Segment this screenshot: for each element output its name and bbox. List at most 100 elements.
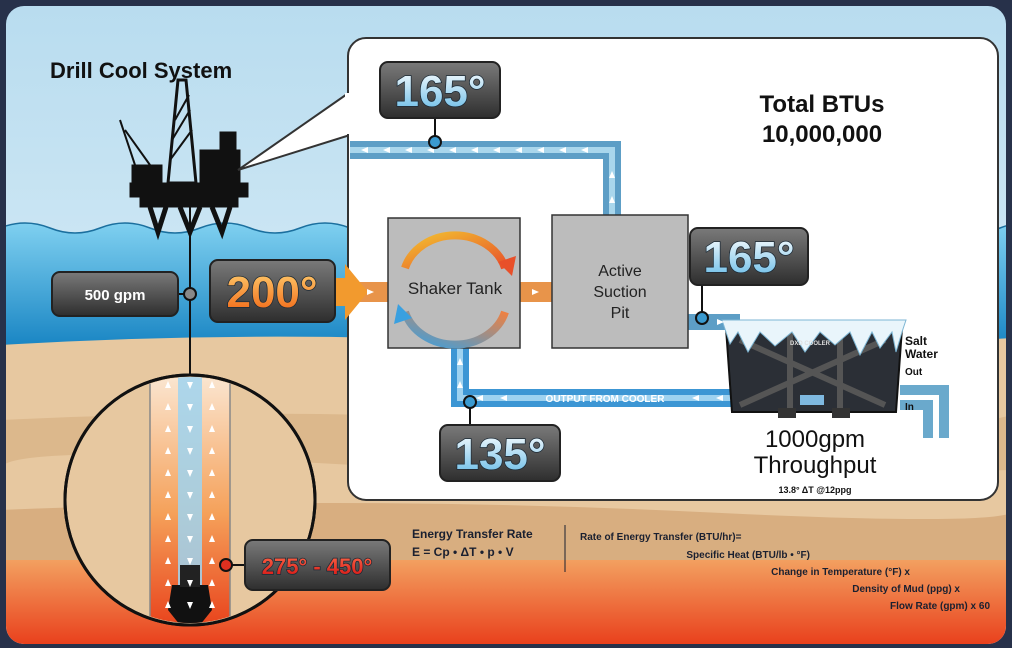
flow-arrow — [500, 395, 507, 401]
flow-arrow — [209, 425, 215, 432]
temperature-tags-part — [689, 227, 809, 286]
salt-water: Water — [905, 347, 938, 361]
flow-arrow — [537, 147, 544, 153]
labels: Drill Cool System Total BTUs 10,000,000 … — [50, 58, 938, 495]
platform-part — [169, 94, 193, 161]
cooler: DXD COOLER — [721, 319, 907, 418]
flow-arrow — [165, 491, 171, 498]
flow-arrow — [493, 147, 500, 153]
temp-inlet: 200° — [226, 268, 317, 317]
callout-panel-part — [237, 91, 351, 171]
connectors-part — [219, 558, 233, 572]
flow-arrow — [515, 147, 522, 153]
flow-arrow — [187, 602, 193, 609]
callout-panel-part — [345, 93, 353, 134]
flow-arrow — [187, 580, 193, 587]
flow-arrow — [209, 513, 215, 520]
pit-label: Suction — [593, 284, 646, 301]
flow-arrow — [209, 535, 215, 542]
shaker-tank-part — [394, 304, 412, 324]
shaker-tank: Shaker Tank — [387, 217, 521, 349]
temperature-tags-part — [439, 424, 561, 482]
title: Drill Cool System — [50, 58, 232, 83]
flow-arrow — [361, 147, 368, 153]
platform-part — [131, 164, 163, 184]
bore-bubble-part — [149, 377, 231, 623]
pipes-part — [900, 385, 949, 438]
formula-equation: E = Cp • ΔT • p • V — [412, 545, 514, 559]
flow-arrow — [449, 147, 456, 153]
active-suction-pit: Active Suction Pit — [551, 214, 689, 349]
flow-arrow — [165, 601, 171, 608]
flow-arrow — [187, 448, 193, 455]
flow-arrow — [427, 147, 434, 153]
cooler-part — [800, 395, 824, 405]
bore-bubble-part-part — [178, 377, 202, 590]
cooler-brand: DXD COOLER — [790, 341, 831, 347]
formula-definition: Specific Heat (BTU/lb • °F) — [686, 550, 810, 561]
flow-arrow — [165, 557, 171, 564]
throughput: 1000gpm — [765, 426, 865, 453]
temperature-tags-part — [209, 259, 336, 323]
flow-arrow — [717, 319, 724, 325]
connectors-part — [428, 135, 442, 149]
flow-arrow — [165, 447, 171, 454]
flow-arrow — [209, 447, 215, 454]
pit-label: Active — [598, 263, 642, 280]
flow-arrow — [532, 289, 539, 295]
bore-bubble-part-part — [180, 565, 200, 587]
platform-part — [147, 206, 233, 241]
flow-arrow — [559, 147, 566, 153]
flow-arrow — [471, 147, 478, 153]
salt-out: Out — [905, 367, 923, 378]
temp-cooler-output: 135° — [454, 430, 545, 479]
flow-arrow — [209, 469, 215, 476]
formula-definition: Flow Rate (gpm) x 60 — [890, 601, 990, 612]
flow-arrow — [609, 171, 615, 178]
flow-in: 500 gpm — [85, 287, 146, 304]
flow-arrow — [581, 147, 588, 153]
flow-arrow — [209, 491, 215, 498]
cooler-part — [738, 330, 887, 410]
flow-arrow — [187, 492, 193, 499]
temperature-tags: 165° 165° 135° 200° 275° - 450° 500 gpm — [51, 61, 809, 591]
flow-arrow — [165, 513, 171, 520]
flow-arrow — [187, 536, 193, 543]
flow-arrow — [405, 147, 412, 153]
formula-title: Energy Transfer Rate — [412, 527, 533, 541]
flow-arrow — [187, 470, 193, 477]
connectors-part — [695, 311, 709, 325]
flow-arrow — [457, 381, 463, 388]
flow-arrow — [209, 579, 215, 586]
platform-part — [119, 119, 151, 166]
flow-arrow — [692, 395, 699, 401]
flow-arrow — [187, 382, 193, 389]
flow-arrow — [457, 358, 463, 365]
temp-bit: 275° - 450° — [262, 554, 373, 579]
formula-definition: Change in Temperature (°F) x — [771, 567, 910, 578]
flow-arrow — [716, 395, 723, 401]
flow-arrow — [165, 425, 171, 432]
shaker-tank-part — [401, 310, 509, 349]
flow-arrow — [609, 196, 615, 203]
flow-arrow — [209, 403, 215, 410]
salt-in: In — [905, 402, 914, 413]
platform-part — [166, 78, 198, 185]
flow-arrow — [209, 601, 215, 608]
shaker-tank-label: Shaker Tank — [408, 279, 503, 298]
flow-arrow — [165, 469, 171, 476]
formula: Energy Transfer Rate E = Cp • ΔT • p • V… — [412, 525, 990, 612]
flow-arrow — [383, 147, 390, 153]
platform-part — [139, 196, 239, 208]
cooler-part — [778, 408, 796, 418]
cooler-spec: 13.8° ΔT @12ppg — [778, 485, 851, 495]
connectors-part — [463, 395, 477, 409]
temperature-tags-part — [51, 271, 179, 317]
connectors — [178, 118, 709, 572]
flow-arrow — [165, 403, 171, 410]
cooler-part — [832, 408, 850, 418]
flow-arrow — [165, 381, 171, 388]
active-suction-pit-part — [551, 214, 689, 349]
connectors-part — [183, 287, 197, 301]
